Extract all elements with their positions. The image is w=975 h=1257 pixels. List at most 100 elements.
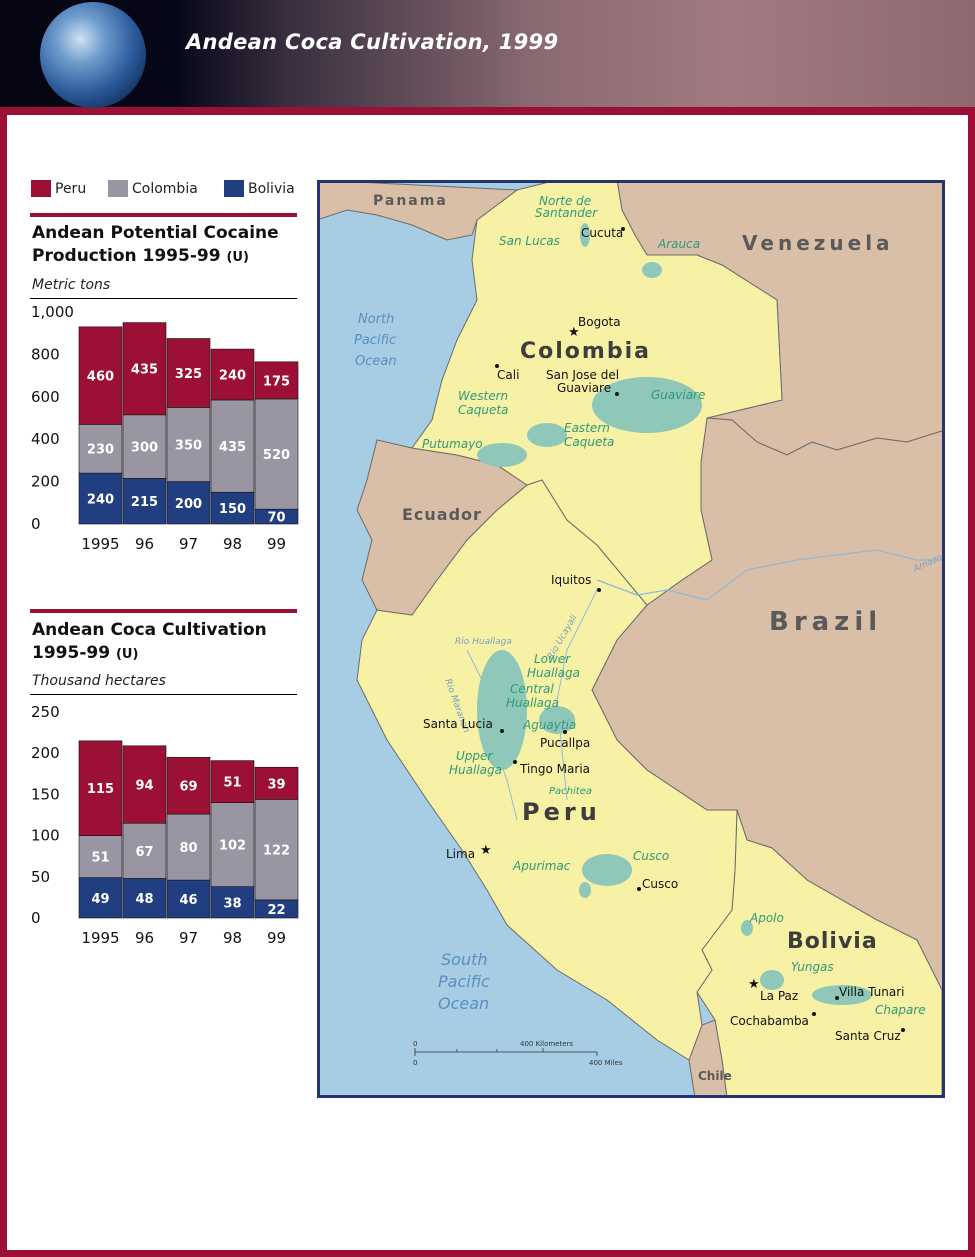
- map-coca-label: Lower: [534, 652, 571, 666]
- map-river-ucayali: [556, 589, 598, 801]
- data-label: 300: [131, 441, 158, 456]
- map-coca-label: Norte de: [539, 194, 591, 208]
- map-ocean-north-3: Ocean: [355, 354, 397, 369]
- x-tick-label: 98: [223, 535, 242, 553]
- y-tick-label: 200: [31, 473, 60, 491]
- data-label: 240: [87, 493, 114, 508]
- map-coca-label: Huallaga: [449, 763, 502, 777]
- map-ocean-south-1: South: [441, 950, 488, 969]
- x-tick-label: 96: [135, 929, 154, 947]
- bar-segment-colombia: [166, 813, 211, 881]
- y-tick-label: 200: [31, 744, 60, 762]
- map-city-dot: [621, 227, 625, 231]
- data-label: 230: [87, 443, 114, 458]
- y-tick-label: 0: [31, 515, 41, 533]
- map-coca-regions: [477, 223, 872, 1005]
- map-coca-label: Pachitea: [549, 786, 592, 797]
- data-label: 80: [179, 841, 197, 856]
- map-coca-label: Caqueta: [564, 435, 614, 449]
- map-coca-label: Yungas: [791, 960, 834, 974]
- chart1-title: Andean Potential Cocaine Production 1995…: [32, 222, 279, 269]
- bar-segment-peru: [122, 745, 167, 824]
- x-tick-label: 1995: [81, 535, 119, 553]
- legend-item-peru: Peru: [31, 180, 86, 197]
- map-city-label: Santa Lucia: [423, 717, 493, 731]
- map-coca-label: Apolo: [749, 911, 784, 925]
- map-label-panama: Panama: [373, 193, 448, 209]
- map-city-label: Guaviare: [557, 381, 611, 395]
- data-label: 48: [135, 892, 153, 907]
- x-tick-label: 97: [179, 535, 198, 553]
- map-star-icon: ★: [480, 843, 492, 858]
- map-city-dot: [901, 1028, 905, 1032]
- map-label-brazil: Brazil: [769, 607, 882, 637]
- map-coca-label: Santander: [535, 206, 598, 220]
- map-city-dot: [563, 730, 567, 734]
- map-city-label: Cucuta: [581, 226, 623, 240]
- data-label: 460: [87, 370, 114, 385]
- map-city-label: San Jose del: [546, 368, 619, 382]
- map-star-icon: ★: [568, 325, 580, 340]
- chart1-svg: 0 200 400 600 800 1,000 240 230 460 1995 215 300 435…: [31, 303, 299, 553]
- chart2-title: Andean Coca Cultivation 1995-99 (U): [32, 619, 267, 666]
- region-map: Panama Venezuela Ecuador Brazil Chile Co…: [317, 180, 945, 1098]
- map-city-label: Tingo Maria: [519, 762, 590, 776]
- data-label: 520: [263, 448, 290, 463]
- globe-icon: [40, 2, 146, 108]
- data-label: 51: [223, 776, 241, 791]
- map-coca-label: Arauca: [657, 237, 700, 251]
- bar-segment-bolivia: [122, 878, 167, 919]
- map-ocean-north-2: Pacific: [354, 333, 396, 348]
- legend-swatch-bolivia: [224, 180, 244, 197]
- bar-segment-colombia: [78, 835, 123, 878]
- bar-segment-peru: [210, 760, 255, 803]
- bar-segment-peru: [166, 338, 211, 408]
- bar-segment-colombia: [210, 802, 255, 887]
- map-coca-label: Chapare: [875, 1003, 926, 1017]
- page-title: Andean Coca Cultivation, 1999: [186, 30, 559, 54]
- bar-segment-colombia: [254, 398, 299, 510]
- map-scale-km: 400 Kilometers: [520, 1040, 573, 1048]
- data-label: 69: [179, 780, 197, 795]
- map-coca-label: Huallaga: [506, 696, 559, 710]
- data-label: 240: [219, 369, 246, 384]
- map-coca-label: Eastern: [564, 421, 610, 435]
- bar-segment-bolivia: [210, 886, 255, 919]
- map-scale-zero: 0: [413, 1059, 417, 1067]
- bar-segment-peru: [254, 766, 299, 800]
- y-tick-label: 600: [31, 388, 60, 406]
- map-label-venezuela: Venezuela: [742, 231, 894, 255]
- map-ocean-south-2: Pacific: [438, 972, 490, 991]
- legend-item-colombia: Colombia: [108, 180, 198, 197]
- map-coca-label: Putumayo: [422, 437, 483, 451]
- map-city-label: Iquitos: [551, 573, 591, 587]
- map-coca-label: San Lucas: [499, 234, 560, 248]
- x-tick-label: 97: [179, 929, 198, 947]
- bar-segment-bolivia: [166, 481, 211, 525]
- map-city-label: Santa Cruz: [835, 1029, 901, 1043]
- map-city-dot: [597, 588, 601, 592]
- map-scale-bar: 0 400 Kilometers 0 400 Miles: [413, 1040, 623, 1067]
- bar-segment-colombia: [122, 822, 167, 879]
- map-label-peru: Peru: [522, 798, 601, 826]
- data-label: 115: [87, 782, 114, 797]
- x-tick-label: 98: [223, 929, 242, 947]
- map-label-bolivia: Bolivia: [787, 929, 878, 954]
- map-city-dot: [615, 392, 619, 396]
- map-city-dot: [513, 760, 517, 764]
- legend-swatch-peru: [31, 180, 51, 197]
- data-label: 38: [223, 896, 241, 911]
- map-frame: [317, 180, 945, 1098]
- map-city-label: La Paz: [760, 989, 798, 1003]
- map-scale-zero: 0: [413, 1040, 417, 1048]
- y-tick-label: 150: [31, 785, 60, 803]
- map-coca-label: Caqueta: [458, 403, 508, 417]
- map-city-dot: [637, 887, 641, 891]
- y-tick-label: 50: [31, 868, 50, 886]
- data-label: 94: [135, 779, 153, 794]
- x-tick-label: 96: [135, 535, 154, 553]
- bar-segment-peru: [78, 326, 123, 425]
- map-ocean-south-3: Ocean: [438, 994, 489, 1013]
- map-label-colombia: Colombia: [520, 339, 651, 364]
- bar-segment-bolivia: [210, 491, 255, 525]
